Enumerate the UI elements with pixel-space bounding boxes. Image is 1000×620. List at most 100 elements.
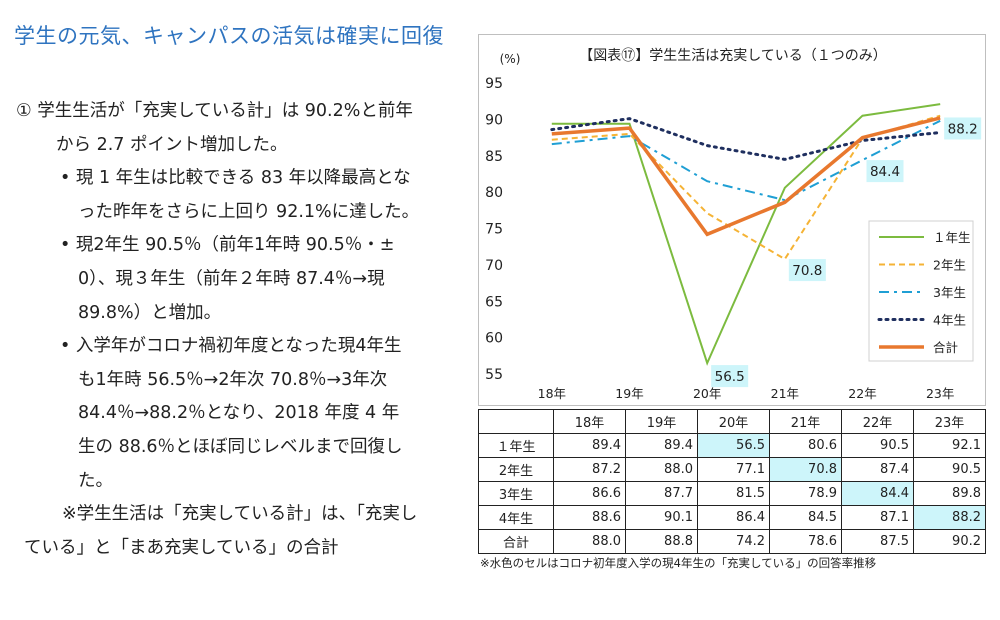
table-cell: 70.8 <box>769 457 842 482</box>
table-row-label: 2年生 <box>478 457 554 482</box>
text-line: • 入学年がコロナ禍初年度となった現4年生 <box>60 336 402 357</box>
table-row: 合計 88.0 88.8 74.2 78.6 87.5 90.2 <box>478 529 986 554</box>
x-tick-label: 20年 <box>693 386 721 401</box>
table-cell: 86.6 <box>553 481 626 506</box>
y-tick-label: 85 <box>485 149 503 165</box>
chart-title: 【図表⑰】学生生活は充実している（１つのみ） <box>579 48 887 64</box>
legend-label: 3年生 <box>933 285 966 300</box>
table-cell: 88.8 <box>625 529 698 554</box>
table-cell: 89.4 <box>625 433 698 458</box>
table-cell: 90.2 <box>913 529 986 554</box>
table-row: 2年生 87.2 88.0 77.1 70.8 87.4 90.5 <box>478 457 986 482</box>
table-row: 3年生 86.6 87.7 81.5 78.9 84.4 89.8 <box>478 481 986 506</box>
table-cell: 87.2 <box>553 457 626 482</box>
table-header-cell: 19年 <box>625 409 698 434</box>
text-line: も1年時 56.5％→2年次 70.8％→3年次 <box>78 369 388 390</box>
table-cell: 88.0 <box>625 457 698 482</box>
data-label: 56.5 <box>715 369 745 385</box>
table-cell: 84.4 <box>841 481 914 506</box>
data-label-bg <box>711 365 749 388</box>
table-cell: 84.5 <box>769 505 842 530</box>
series-line <box>551 114 941 261</box>
data-label-bg <box>866 160 904 183</box>
chart-plot: (%) 55 60 65 70 75 80 85 90 95 18年 19年 20年 21年 22年 23年 5… <box>485 52 982 401</box>
table-cell: 89.8 <box>913 481 986 506</box>
text-line: 0）、現３年生（前年２年時 87.4％→現 <box>78 269 385 289</box>
table-row-label: 3年生 <box>478 481 554 506</box>
data-table: 18年 19年 20年 21年 22年 23年 １年生 89.4 89.4 56.5 80.6 90.… <box>478 409 986 554</box>
table-row-label: 合計 <box>478 529 554 554</box>
x-tick-label: 19年 <box>615 386 643 401</box>
text-line: った昨年をさらに上回り 92.1%に達した。 <box>78 201 420 222</box>
page-heading: 学生の元気、キャンパスの活気は確実に回復 <box>14 24 444 48</box>
table-cell: 88.6 <box>553 505 626 530</box>
table-cell: 92.1 <box>913 433 986 458</box>
table-cell: 78.6 <box>769 529 842 554</box>
table-cell: 87.1 <box>841 505 914 530</box>
legend-label: 合計 <box>933 340 958 355</box>
y-tick-label: 55 <box>485 367 503 383</box>
y-tick-label: 70 <box>485 258 503 274</box>
line-chart: 【図表⑰】学生生活は充実している（１つのみ） (%) 55 60 65 70 75 80 85… <box>478 34 986 406</box>
y-tick-label: 75 <box>485 222 503 238</box>
table-cell: 74.2 <box>697 529 770 554</box>
data-label: 84.4 <box>870 164 900 180</box>
text-line: • 現 1 年生は比較できる 83 年以降最高とな <box>60 168 411 189</box>
y-tick-label: 95 <box>485 76 503 92</box>
table-cell: 80.6 <box>769 433 842 458</box>
table-row: 4年生 88.6 90.1 86.4 84.5 87.1 88.2 <box>478 505 986 530</box>
table-row-label: １年生 <box>478 433 554 458</box>
y-tick-label: 60 <box>485 331 503 347</box>
table-cell: 86.4 <box>697 505 770 530</box>
y-tick-label: 90 <box>485 112 503 128</box>
table-cell: 87.5 <box>841 529 914 554</box>
table-cell: 88.2 <box>913 505 986 530</box>
table-cell: 56.5 <box>697 433 770 458</box>
table-header-cell: 20年 <box>697 409 770 434</box>
table-cell: 90.5 <box>913 457 986 482</box>
table-cell: 87.4 <box>841 457 914 482</box>
table-cell: 89.4 <box>553 433 626 458</box>
table-row-label: 4年生 <box>478 505 554 530</box>
table-cell: 78.9 <box>769 481 842 506</box>
text-line: 生の 88.6％とほぼ同じレベルまで回復し <box>78 437 403 457</box>
text-line: 84.4％→88.2％となり、2018 年度 4 年 <box>78 403 400 424</box>
table-header-cell: 18年 <box>553 409 626 434</box>
x-tick-label: 22年 <box>848 386 876 401</box>
series-line <box>551 116 941 237</box>
table-row: １年生 89.4 89.4 56.5 80.6 90.5 92.1 <box>478 433 986 458</box>
data-label: 88.2 <box>948 121 978 137</box>
table-cell: 90.1 <box>625 505 698 530</box>
table-cell: 87.7 <box>625 481 698 506</box>
y-tick-label: 80 <box>485 185 503 201</box>
data-label-bg <box>944 117 982 140</box>
series-line <box>551 103 941 366</box>
text-line: た。 <box>78 470 113 491</box>
x-tick-label: 18年 <box>538 386 566 401</box>
data-label: 70.8 <box>792 263 822 279</box>
series-line <box>550 117 942 161</box>
table-footnote: ※水色のセルはコロナ初年度入学の現4年生の「充実している」の回答率推移 <box>480 556 877 570</box>
table-header-cell: 21年 <box>769 409 842 434</box>
table-corner <box>478 409 554 434</box>
legend-label: 4年生 <box>933 313 966 328</box>
text-line: ている」と「まあ充実している」の合計 <box>24 537 339 558</box>
table-header-cell: 23年 <box>913 409 986 434</box>
table-cell: 90.5 <box>841 433 914 458</box>
text-line: • 現2年生 90.5％（前年1年時 90.5％・± <box>60 235 395 256</box>
table-header-cell: 22年 <box>841 409 914 434</box>
text-line: 89.8%）と増加。 <box>78 302 222 323</box>
y-axis-label: (%) <box>500 52 521 66</box>
legend-label: 2年生 <box>933 258 966 273</box>
legend-label: １年生 <box>933 230 971 245</box>
text-line: から 2.7 ポイント増加した。 <box>56 134 288 155</box>
y-tick-label: 65 <box>485 294 503 310</box>
data-label-bg <box>788 259 826 282</box>
text-line: ※学生生活は「充実している計」は、「充実し <box>62 504 418 525</box>
x-tick-label: 21年 <box>771 386 799 401</box>
text-line: ① 学生生活が「充実している計」は 90.2%と前年 <box>16 101 413 121</box>
table-cell: 77.1 <box>697 457 770 482</box>
table-cell: 81.5 <box>697 481 770 506</box>
x-tick-label: 23年 <box>926 386 954 401</box>
series-line <box>551 119 941 202</box>
